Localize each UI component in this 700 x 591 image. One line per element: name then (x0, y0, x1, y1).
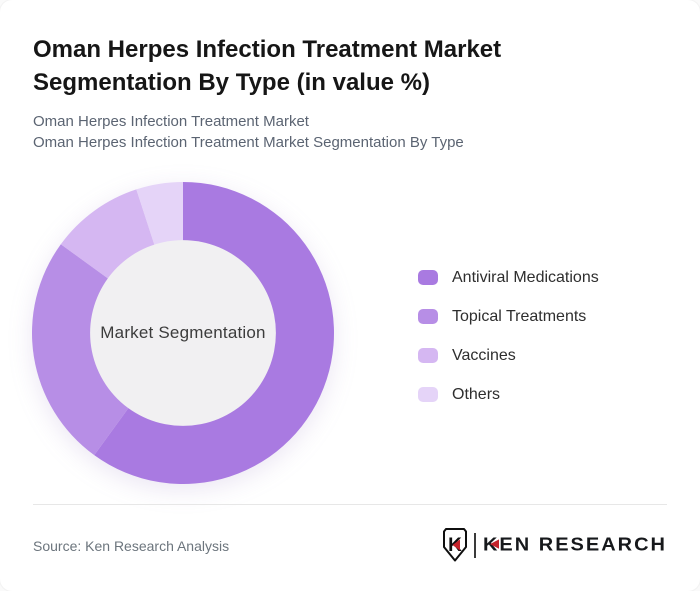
source-text: Source: Ken Research Analysis (33, 538, 230, 554)
footer-divider (33, 504, 667, 505)
subtitle-line-2: Oman Herpes Infection Treatment Market S… (33, 134, 464, 151)
subtitle-line-1: Oman Herpes Infection Treatment Market (33, 113, 309, 130)
legend-swatch (418, 309, 438, 324)
legend-label: Topical Treatments (452, 307, 587, 325)
logo-text-rest: EN RESEARCH (499, 534, 667, 555)
legend-item-topical-treatments: Topical Treatments (418, 304, 599, 329)
legend-label: Vaccines (452, 346, 516, 364)
shield-red-triangle-icon (452, 539, 460, 551)
chart-subtitles: Oman Herpes Infection Treatment Market O… (33, 111, 464, 153)
legend-swatch (418, 387, 438, 402)
legend-item-others: Others (418, 382, 599, 407)
legend-swatch (418, 348, 438, 363)
page-title: Oman Herpes Infection Treatment Market S… (33, 36, 502, 96)
donut-center-label: Market Segmentation (100, 323, 266, 342)
legend-item-vaccines: Vaccines (418, 343, 599, 368)
logo-letter-k: K (482, 534, 500, 555)
ken-research-shield-icon: K (442, 528, 467, 562)
donut-svg (32, 182, 334, 484)
logo-separator (473, 532, 476, 558)
chart-legend: Antiviral Medications Topical Treatments V… (418, 265, 599, 407)
legend-swatch (418, 270, 438, 285)
ken-research-logo: K KEN RESEARCH (442, 527, 667, 563)
legend-label: Antiviral Medications (452, 268, 599, 286)
legend-label: Others (452, 385, 501, 403)
donut-chart: Market Segmentation (32, 182, 334, 484)
logo-k-red-triangle-icon (490, 538, 500, 549)
logo-text: K EN RESEARCH (483, 534, 667, 556)
donut-hole (90, 240, 276, 426)
legend-item-antiviral-medications: Antiviral Medications (418, 265, 599, 290)
